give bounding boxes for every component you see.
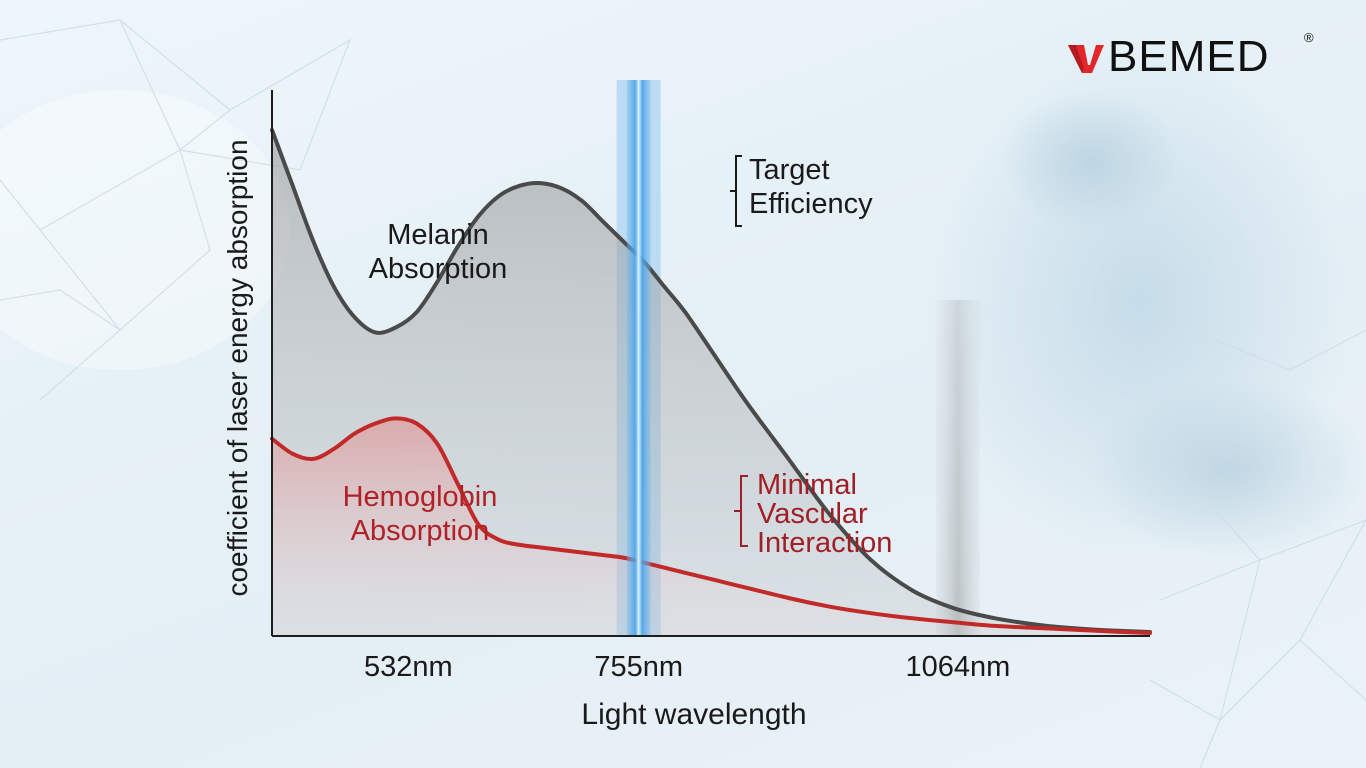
y-axis-label: coefficient of laser energy absorption	[222, 139, 253, 596]
melanin-area	[272, 130, 1150, 636]
hemoglobin-label-line-1: Hemoglobin	[343, 481, 498, 513]
minimal-vascular-bracket	[734, 475, 748, 547]
band-755nm	[626, 80, 651, 636]
registered-mark: ®	[1304, 30, 1314, 45]
melanin-series-label: Melanin Absorption	[369, 219, 508, 285]
x-tick-label-1064: 1064nm	[905, 651, 1010, 683]
target-efficiency-annotation: Target Efficiency	[730, 154, 873, 227]
melanin-label-line-1: Melanin	[387, 219, 489, 251]
minimal-vascular-line-1: Minimal	[757, 469, 857, 501]
melanin-label-line-2: Absorption	[369, 253, 508, 285]
target-efficiency-line-2: Efficiency	[749, 188, 873, 220]
minimal-vascular-line-3: Interaction	[757, 527, 892, 559]
brand-name: BEMED	[1108, 32, 1270, 81]
hemoglobin-curve	[270, 416, 1152, 635]
hemoglobin-area	[272, 418, 1150, 636]
red-v-mark-icon	[1068, 45, 1104, 73]
target-efficiency-bracket	[730, 155, 742, 227]
hemoglobin-series-label: Hemoglobin Absorption	[343, 481, 498, 547]
target-efficiency-line-1: Target	[749, 154, 830, 186]
brand-logo: BEMED ®	[1066, 30, 1326, 82]
minimal-vascular-annotation: Minimal Vascular Interaction	[734, 469, 892, 559]
hemoglobin-label-line-2: Absorption	[351, 515, 490, 547]
minimal-vascular-line-2: Vascular	[757, 498, 868, 530]
melanin-curve	[270, 128, 1152, 634]
x-axis-label: Light wavelength	[581, 698, 806, 731]
band-1064nm	[935, 300, 980, 636]
x-tick-label-532: 532nm	[364, 651, 453, 683]
x-tick-label-755: 755nm	[594, 651, 683, 683]
